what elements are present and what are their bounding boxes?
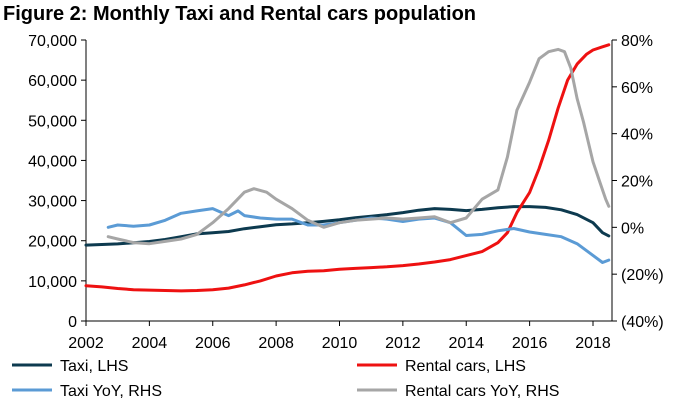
left-tick-label: 0	[68, 314, 77, 331]
right-tick-label: 20%	[621, 174, 653, 191]
left-tick-label: 30,000	[28, 194, 77, 211]
right-tick-label: (40%)	[621, 314, 664, 331]
right-tick-label: 60%	[621, 80, 653, 97]
series-line-2	[84, 43, 611, 293]
right-tick-label: 80%	[621, 33, 653, 50]
left-tick-label: 10,000	[28, 274, 77, 291]
left-tick-label: 40,000	[28, 153, 77, 170]
legend-label: Rental cars, LHS	[405, 358, 526, 375]
x-tick-label: 2016	[512, 335, 548, 352]
axes: 0 10,000 20,000 30,000 40,000 50,000 60,000 70,…	[28, 33, 664, 352]
left-tick-label: 60,000	[28, 73, 77, 90]
legend-label: Taxi, LHS	[60, 358, 128, 375]
series-line-4	[106, 47, 611, 246]
x-tick-label: 2014	[448, 335, 484, 352]
x-tick-label: 2018	[575, 335, 611, 352]
chart-title: Figure 2: Monthly Taxi and Rental cars p…	[3, 3, 477, 25]
right-tick-label: 40%	[621, 127, 653, 144]
left-tick-label: 50,000	[28, 113, 77, 130]
series-lines	[84, 43, 611, 293]
left-tick-label: 70,000	[28, 33, 77, 50]
legend: Taxi, LHS Rental cars, LHS Taxi YoY, RHS Re…	[12, 358, 559, 400]
left-tick-label: 20,000	[28, 234, 77, 251]
series-line-1	[84, 205, 611, 247]
x-tick-label: 2010	[322, 335, 358, 352]
legend-label: Taxi YoY, RHS	[60, 383, 162, 400]
right-tick-label: 0%	[621, 220, 644, 237]
x-tick-label: 2002	[68, 335, 104, 352]
x-tick-label: 2008	[258, 335, 294, 352]
legend-label: Rental cars YoY, RHS	[405, 383, 559, 400]
right-tick-label: (20%)	[621, 267, 664, 284]
x-tick-label: 2004	[132, 335, 168, 352]
x-tick-label: 2006	[195, 335, 231, 352]
x-tick-label: 2012	[385, 335, 421, 352]
